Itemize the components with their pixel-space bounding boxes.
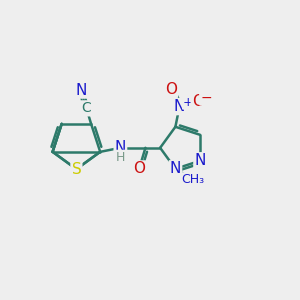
Text: O: O — [133, 161, 145, 176]
Text: N: N — [75, 82, 87, 98]
Text: N: N — [174, 99, 185, 114]
Text: S: S — [71, 162, 81, 177]
Text: +: + — [183, 96, 194, 109]
Text: N: N — [115, 140, 126, 155]
Text: −: − — [200, 91, 212, 105]
Text: N: N — [170, 161, 181, 176]
Text: O: O — [192, 94, 204, 109]
Text: N: N — [194, 153, 206, 168]
Text: H: H — [116, 151, 125, 164]
Text: O: O — [165, 82, 177, 97]
Text: C: C — [82, 101, 91, 116]
Text: CH₃: CH₃ — [181, 173, 205, 186]
